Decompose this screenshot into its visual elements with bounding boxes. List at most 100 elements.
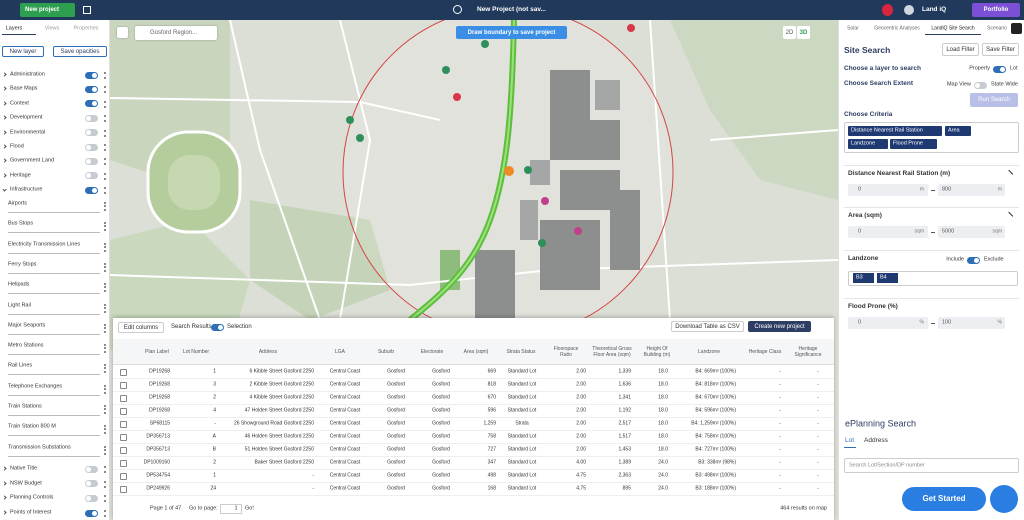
map-search-placeholder[interactable]: Gosford Region... bbox=[150, 30, 198, 36]
row-checkbox[interactable] bbox=[120, 485, 127, 493]
layer-name[interactable]: Infrastructure bbox=[10, 186, 43, 193]
sublayer-name[interactable]: Transmission Substations bbox=[8, 443, 71, 450]
create-project-button[interactable]: Create new project bbox=[748, 321, 811, 332]
toggle[interactable] bbox=[85, 143, 98, 151]
toggle[interactable] bbox=[85, 129, 98, 137]
toggle[interactable] bbox=[993, 65, 1006, 73]
search-results-label[interactable]: Search Results bbox=[171, 324, 212, 330]
eplanning-input[interactable] bbox=[844, 458, 1019, 473]
sublayer-name[interactable]: Rail Lines bbox=[8, 362, 33, 369]
range-input[interactable] bbox=[938, 226, 1005, 238]
row-checkbox[interactable] bbox=[120, 394, 127, 402]
row-checkbox[interactable] bbox=[120, 420, 127, 428]
save-filter-button[interactable]: Save Filter bbox=[982, 43, 1019, 56]
toggle[interactable] bbox=[85, 100, 98, 108]
toggle[interactable] bbox=[85, 157, 98, 165]
layer-name[interactable]: Administration bbox=[10, 71, 45, 78]
toggle[interactable] bbox=[974, 81, 987, 89]
sublayer-name[interactable]: Major Seaports bbox=[8, 322, 46, 329]
run-search-button[interactable]: Run Search bbox=[970, 93, 1018, 107]
panel-tab[interactable]: Views bbox=[44, 25, 60, 32]
row-checkbox[interactable] bbox=[120, 472, 127, 480]
column-header[interactable]: Heritage Significance bbox=[794, 346, 822, 358]
target-icon[interactable] bbox=[453, 5, 462, 14]
new-layer-button[interactable]: New layer bbox=[2, 46, 44, 57]
layer-name[interactable]: Development bbox=[10, 114, 43, 121]
toggle[interactable] bbox=[211, 323, 224, 331]
layer-name[interactable]: Native Title bbox=[10, 465, 38, 472]
sublayer-name[interactable]: Metro Stations bbox=[8, 342, 44, 349]
toggle[interactable] bbox=[85, 85, 98, 93]
sublayer-name[interactable]: Airports bbox=[8, 200, 27, 207]
edit-columns-button[interactable]: Edit columns bbox=[118, 322, 164, 333]
toggle[interactable] bbox=[85, 172, 98, 180]
landzone-select[interactable] bbox=[848, 271, 1018, 286]
column-header[interactable]: Heritage Class bbox=[748, 349, 782, 355]
option-label[interactable]: Lot bbox=[1010, 65, 1018, 72]
sublayer-name[interactable]: Train Stations bbox=[8, 403, 42, 410]
column-header[interactable]: Height Of Building (m) bbox=[643, 346, 671, 358]
sublayer-name[interactable]: Bus Stops bbox=[8, 220, 34, 227]
view-2d-button[interactable]: 2D bbox=[783, 26, 796, 39]
panel-tab[interactable]: Properties bbox=[73, 25, 99, 32]
row-checkbox[interactable] bbox=[120, 446, 127, 454]
column-header[interactable]: Strata Status bbox=[506, 349, 536, 355]
range-input[interactable] bbox=[938, 184, 1005, 196]
column-header[interactable]: Suburb bbox=[377, 349, 395, 355]
row-checkbox[interactable] bbox=[120, 407, 127, 415]
sublayer-name[interactable]: Telephone Exchanges bbox=[8, 382, 63, 389]
toggle[interactable] bbox=[967, 256, 980, 264]
layer-name[interactable]: Planning Controls bbox=[10, 494, 54, 501]
column-header[interactable]: Plan Label bbox=[145, 349, 169, 355]
row-checkbox[interactable] bbox=[120, 381, 127, 389]
column-header[interactable]: Area (sqm) bbox=[463, 349, 489, 355]
toggle[interactable] bbox=[85, 114, 98, 122]
panel-tab[interactable]: Layers bbox=[5, 25, 23, 32]
view-3d-button[interactable]: 3D bbox=[797, 26, 810, 39]
range-input[interactable] bbox=[848, 226, 928, 238]
layer-name[interactable]: Context bbox=[10, 100, 29, 107]
sublayer-name[interactable]: Ferry Stops bbox=[8, 261, 37, 268]
column-header[interactable]: Floorspace Ratio bbox=[553, 346, 579, 358]
panel-tab[interactable]: Solar bbox=[847, 25, 859, 32]
selection-label[interactable]: Selection bbox=[227, 324, 252, 330]
layer-name[interactable]: Points of Interest bbox=[10, 509, 52, 516]
layer-name[interactable]: Environmental bbox=[10, 128, 46, 135]
toggle[interactable] bbox=[85, 71, 98, 79]
column-header[interactable]: Landzone bbox=[698, 349, 720, 355]
eplanning-tab[interactable]: Lot bbox=[845, 436, 855, 444]
portfolio-button[interactable]: Portfolio bbox=[972, 3, 1020, 17]
range-input[interactable] bbox=[938, 317, 1005, 329]
layer-name[interactable]: Heritage bbox=[10, 172, 31, 179]
layer-name[interactable]: Government Land bbox=[10, 157, 55, 164]
new-project-button[interactable]: New project bbox=[20, 3, 75, 17]
layer-name[interactable]: Flood bbox=[10, 143, 24, 150]
add-tab-button[interactable] bbox=[1011, 23, 1022, 34]
draw-boundary-button[interactable]: Draw boundary to save project bbox=[456, 26, 567, 39]
download-csv-button[interactable]: Download Table as CSV bbox=[671, 321, 744, 332]
map-search[interactable] bbox=[135, 26, 217, 40]
option-label[interactable]: State Wide bbox=[991, 81, 1018, 88]
panel-tab[interactable]: Scenario bbox=[987, 25, 1007, 32]
load-filter-button[interactable]: Load Filter bbox=[942, 43, 979, 56]
column-header[interactable]: Theoretical Gross Floor Area (sqm) bbox=[592, 346, 632, 358]
column-header[interactable]: Lot Number bbox=[182, 349, 210, 355]
row-checkbox[interactable] bbox=[120, 433, 127, 441]
eplanning-tab[interactable]: Address bbox=[864, 436, 888, 444]
page-input[interactable]: 1 bbox=[234, 505, 238, 512]
column-header[interactable]: LGA bbox=[334, 349, 345, 355]
get-started-button[interactable]: Get Started bbox=[902, 487, 986, 511]
row-checkbox[interactable] bbox=[120, 368, 127, 376]
back-button[interactable] bbox=[117, 27, 128, 38]
option-label[interactable]: Include bbox=[946, 256, 964, 263]
layer-name[interactable]: Base Maps bbox=[10, 85, 38, 92]
panel-tab[interactable]: LandiQ Site Search bbox=[931, 25, 975, 32]
toggle[interactable] bbox=[85, 186, 98, 194]
option-label[interactable]: Exclude bbox=[984, 256, 1004, 263]
toggle[interactable] bbox=[85, 480, 98, 488]
range-input[interactable] bbox=[848, 317, 928, 329]
panel-tab[interactable]: Geocentric Analyses bbox=[874, 25, 920, 32]
layer-name[interactable]: NSW Budget bbox=[10, 479, 42, 486]
column-header[interactable]: Address bbox=[258, 349, 278, 355]
chat-button[interactable] bbox=[990, 485, 1018, 513]
